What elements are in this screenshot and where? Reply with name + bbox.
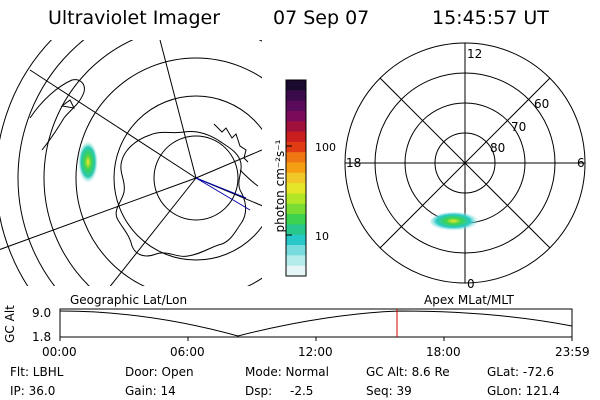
date-label: 07 Sep 07	[273, 7, 370, 29]
aurora-emission-right	[430, 212, 482, 232]
time-label: 15:45:57 UT	[432, 7, 549, 29]
colorbar-segment	[286, 193, 306, 205]
altitude-plot	[59, 308, 573, 341]
australia-coastline	[213, 123, 249, 163]
status-mode: Mode: Normal	[245, 365, 329, 379]
geographic-caption: Geographic Lat/Lon	[70, 293, 188, 307]
status-filter: Flt: LBHL	[10, 365, 64, 379]
colorbar-segment	[286, 152, 306, 164]
altitude-curve	[59, 310, 573, 337]
colorbar-segment	[286, 234, 306, 246]
apex-polar-plot	[344, 42, 586, 284]
antarctica-coastline	[115, 131, 247, 257]
colorbar-segment	[286, 245, 306, 256]
geographic-map	[0, 40, 262, 286]
colorbar-tick-10: 10	[315, 230, 329, 243]
colorbar-tick-100: 100	[315, 141, 336, 154]
altitude-ytick-1-8: 1.8	[32, 330, 52, 344]
status-dsp-label: Dsp:	[245, 384, 273, 398]
status-ip: IP: 36.0	[10, 384, 56, 398]
colorbar-segment	[286, 141, 306, 153]
south-america-coastline	[29, 79, 85, 151]
mlt-label-18: 18	[346, 156, 362, 170]
colorbar-segment	[286, 224, 306, 236]
status-door: Door: Open	[125, 365, 194, 379]
colorbar-segment	[286, 110, 306, 122]
latitude-grid	[0, 40, 262, 286]
status-seq: Seq: 39	[366, 384, 412, 398]
colorbar-segment	[286, 80, 306, 91]
altitude-ytick-9: 9.0	[32, 306, 52, 320]
colorbar-segment	[286, 183, 306, 195]
status-gain: Gain: 14	[125, 384, 176, 398]
apex-caption: Apex MLat/MLT	[424, 293, 514, 307]
colorbar-unit-label: photon cm⁻²s⁻¹	[273, 139, 287, 233]
colorbar-segment	[286, 203, 306, 215]
status-glat: GLat: -72.6	[487, 365, 554, 379]
mlt-label-0: 0	[467, 277, 475, 291]
mlt-label-6: 6	[577, 156, 585, 170]
xtick-1200: 12:00	[298, 345, 333, 359]
status-dsp-value: -2.5	[290, 384, 314, 398]
colorbar-segment	[286, 162, 306, 174]
colorbar-segment	[286, 90, 306, 102]
xtick-2359: 23:59	[555, 345, 590, 359]
lat-label-60: 60	[534, 97, 550, 111]
colorbar-segment	[286, 172, 306, 184]
colorbar-segment	[286, 121, 306, 133]
aurora-emission-left	[78, 141, 98, 183]
xtick-1800: 18:00	[426, 345, 461, 359]
lat-label-80: 80	[490, 141, 506, 155]
colorbar-segment	[286, 214, 306, 226]
colorbar	[285, 79, 307, 277]
colorbar-segment	[286, 265, 306, 277]
xtick-0000: 00:00	[42, 345, 77, 359]
mlt-label-12: 12	[467, 47, 483, 61]
colorbar-segment	[286, 100, 306, 112]
status-glon: GLon: 121.4	[487, 384, 560, 398]
app-title: Ultraviolet Imager	[48, 7, 221, 29]
altitude-ylabel: GC Alt	[3, 305, 17, 343]
colorbar-segment	[286, 255, 306, 267]
lat-label-70: 70	[511, 120, 527, 134]
colorbar-segment	[286, 131, 306, 143]
status-gc-alt: GC Alt: 8.6 Re	[366, 365, 450, 379]
xtick-0600: 06:00	[170, 345, 205, 359]
